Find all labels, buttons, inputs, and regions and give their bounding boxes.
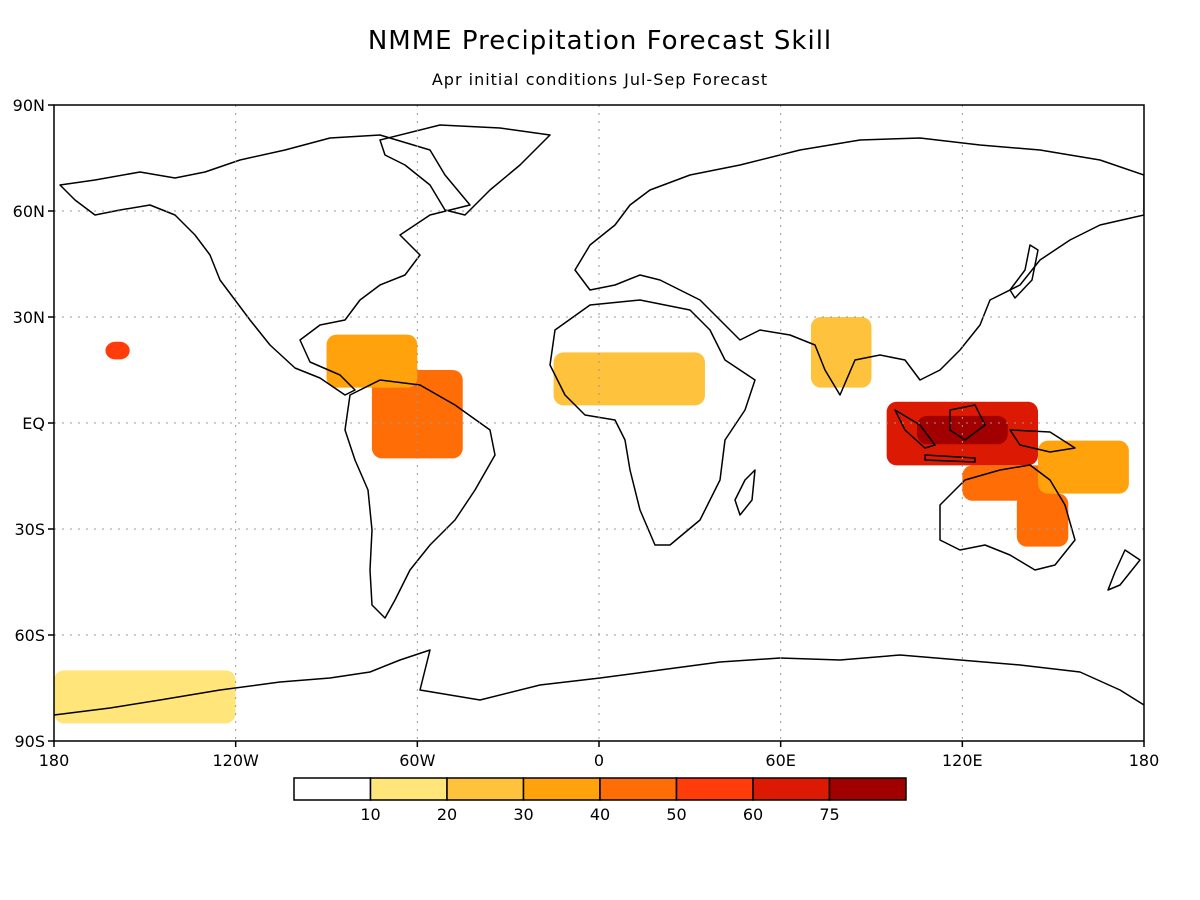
skill-shading (54, 317, 1129, 724)
lat-tick-label: 60S (14, 626, 45, 645)
coastline-eurasia (574, 137, 1144, 396)
coastline-africa (549, 299, 756, 546)
skill-region-5 (371, 370, 463, 459)
skill-region-10 (54, 670, 236, 724)
coastline-north-america (59, 134, 471, 396)
colorbar-label: 10 (360, 805, 380, 824)
coastline-new-zealand (1107, 549, 1141, 591)
coastline-south-america (344, 379, 496, 619)
lon-tick-label: 120W (212, 751, 259, 770)
map-subtitle: Apr initial conditions Jul-Sep Forecast (431, 70, 769, 89)
lat-tick-label: EQ (22, 414, 45, 433)
coastline-antarctica (54, 649, 1144, 716)
coastline-borneo (949, 404, 986, 441)
skill-region-1 (916, 415, 1008, 445)
colorbar-label: 60 (743, 805, 763, 824)
skill-region-9 (810, 317, 872, 388)
colorbar-label: 50 (666, 805, 686, 824)
lat-tick-label: 30N (13, 308, 45, 327)
lon-tick-label: 0 (594, 751, 604, 770)
coastline-new-guinea (1009, 429, 1076, 453)
lon-tick-label: 60E (765, 751, 795, 770)
coastline-japan (1009, 244, 1039, 299)
colorbar-swatch (752, 777, 831, 801)
lat-tick-label: 90S (14, 732, 45, 751)
lat-tick-label: 60N (13, 202, 45, 221)
skill-region-6 (326, 334, 418, 388)
coastline-madagascar (734, 469, 756, 516)
lon-tick-label: 180 (1129, 751, 1160, 770)
skill-region-4 (1038, 440, 1129, 494)
colorbar-swatch (522, 777, 601, 801)
skill-region-8 (553, 352, 705, 406)
lon-tick-label: 60W (399, 751, 435, 770)
colorbar: 10 20 30 40 50 60 75 (293, 777, 907, 824)
lat-tick-label: 90N (13, 96, 45, 115)
skill-region-3 (1016, 493, 1069, 547)
gridlines (54, 105, 1144, 741)
colorbar-swatch (599, 777, 678, 801)
skill-region-7 (105, 341, 130, 360)
colorbar-swatch (675, 777, 754, 801)
coastlines (54, 124, 1144, 716)
lon-tick-label: 120E (942, 751, 983, 770)
colorbar-swatch (446, 777, 525, 801)
colorbar-label: 30 (513, 805, 533, 824)
colorbar-swatch (828, 777, 907, 801)
coastline-greenland (379, 124, 551, 216)
coastline-australia (939, 464, 1076, 571)
colorbar-swatch (293, 777, 372, 801)
colorbar-label: 20 (437, 805, 457, 824)
lon-tick-label: 180 (39, 751, 70, 770)
lat-tick-label: 30S (14, 520, 45, 539)
coastline-java (924, 454, 976, 463)
coastline-sumatra (894, 409, 936, 449)
colorbar-label: 75 (819, 805, 839, 824)
colorbar-swatch (369, 777, 448, 801)
colorbar-label: 40 (590, 805, 610, 824)
map-title: NMME Precipitation Forecast Skill (367, 26, 833, 56)
